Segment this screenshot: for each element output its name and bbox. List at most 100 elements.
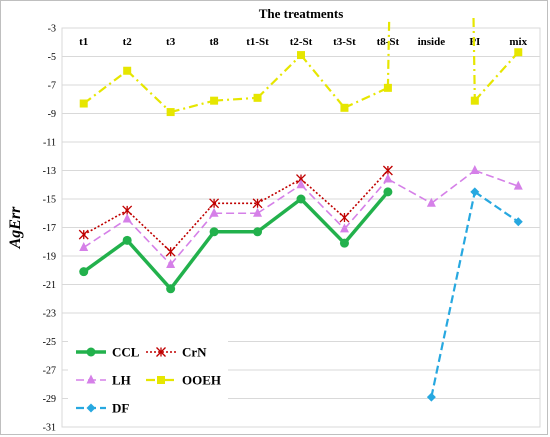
y-tick-label-12: -27 <box>43 366 56 377</box>
series-lh-segment-1 <box>126 218 172 266</box>
y-tick-label-1: -5 <box>48 52 56 63</box>
series-ccl-point-t1-St <box>253 227 263 237</box>
series-ooeh-offchart-segment-1 <box>472 17 476 101</box>
series-ooeh-offchart-segment-0 <box>386 17 391 88</box>
y-axis-label: AgErr <box>7 206 24 250</box>
series-crn-segment-1 <box>126 209 172 253</box>
series-ccl-segment-5 <box>299 197 346 245</box>
legend-marker-df <box>86 403 96 413</box>
series-lh-point-inside <box>426 197 436 207</box>
series-lh-point-t3-St <box>339 223 349 233</box>
legend-label-ccl: CCL <box>112 345 140 360</box>
series-ooeh-point-t1-St <box>253 93 262 102</box>
series-ccl-point-t8 <box>209 227 219 237</box>
legend-marker-ooeh <box>157 376 165 384</box>
series-ccl-point-t3 <box>166 284 176 294</box>
category-label-t2: t2 <box>123 36 133 48</box>
series-ccl-point-t8-St <box>383 187 393 197</box>
series-crn-point-t8 <box>209 198 220 209</box>
series-ooeh-point-t2 <box>123 66 132 75</box>
series-ccl-segment-1 <box>125 239 172 290</box>
series-ooeh-segment-6 <box>343 86 389 109</box>
series-crn-point-t3-St <box>339 212 350 223</box>
category-label-t2-St: t2-St <box>290 36 313 48</box>
series-ooeh-point-t3-St <box>340 103 349 112</box>
series-ooeh-point-t1 <box>79 99 88 108</box>
series-ooeh-point-mix <box>514 48 523 57</box>
series-ooeh-segment-0 <box>83 69 128 105</box>
series-ooeh-point-PI <box>470 96 479 105</box>
y-tick-label-14: -31 <box>43 423 56 434</box>
y-tick-label-11: -25 <box>43 337 56 348</box>
series-lh-point-t3 <box>166 259 176 269</box>
y-tick-label-0: -3 <box>48 24 56 35</box>
series-lh-point-mix <box>513 180 523 190</box>
series-ooeh-segment-9 <box>473 51 520 102</box>
series-crn-point-t3 <box>165 246 176 257</box>
y-tick-label-2: -7 <box>48 81 56 92</box>
series-ccl-segment-6 <box>343 190 390 245</box>
series-lh-point-PI <box>470 165 480 174</box>
series-ooeh-point-t8 <box>210 96 219 105</box>
series-crn-segment-5 <box>300 178 345 219</box>
category-label-inside: inside <box>418 36 446 48</box>
series-crn-segment-6 <box>343 169 389 219</box>
series-lh-point-t1 <box>79 241 89 251</box>
series-crn-point-t8-St <box>382 165 393 176</box>
series-df-point-PI <box>470 187 480 197</box>
y-tick-label-5: -13 <box>43 166 56 177</box>
series-df-point-inside <box>426 392 436 402</box>
legend-marker-ccl <box>86 347 96 357</box>
chart-title: The treatments <box>259 6 344 21</box>
series-crn-segment-4 <box>257 178 302 204</box>
y-tick-label-8: -19 <box>43 252 56 263</box>
series-ccl-segment-2 <box>169 230 216 290</box>
series-ccl-point-t2-St <box>296 194 306 204</box>
series-crn-point-t2 <box>122 205 133 216</box>
series-ooeh-point-t8-St <box>383 83 392 92</box>
series-df-segment-9 <box>474 190 519 223</box>
series-crn-point-t1 <box>78 229 89 240</box>
series-ooeh-segment-2 <box>170 99 215 114</box>
legend-marker-lh <box>86 374 96 384</box>
series-lh-segment-9 <box>474 169 519 187</box>
y-tick-label-10: -23 <box>43 309 56 320</box>
series-ccl-segment-0 <box>82 238 129 274</box>
category-label-t1: t1 <box>79 36 88 48</box>
series-lh-point-t8-St <box>383 173 393 183</box>
series-lh-segment-8 <box>430 169 476 204</box>
series-lh-segment-5 <box>300 184 346 230</box>
series-lh-segment-6 <box>343 178 389 230</box>
series-ooeh-segment-3 <box>214 96 258 102</box>
series-ccl-segment-4 <box>256 197 303 234</box>
category-label-mix: mix <box>509 36 527 48</box>
series-ccl-point-t2 <box>122 235 132 245</box>
series-crn-segment-0 <box>83 209 128 236</box>
y-tick-label-9: -21 <box>43 280 56 291</box>
series-lh-segment-0 <box>83 218 128 249</box>
y-tick-label-13: -29 <box>43 394 56 405</box>
legend-label-lh: LH <box>112 373 131 388</box>
series-lh-segment-4 <box>257 184 302 214</box>
series-ccl-point-t1 <box>79 267 89 277</box>
series-df-point-mix <box>513 217 523 227</box>
legend-label-crn: CrN <box>182 345 207 360</box>
y-tick-label-4: -11 <box>43 138 56 149</box>
legend-label-df: DF <box>112 401 129 416</box>
series-lh-point-t2 <box>122 213 132 223</box>
series-lh-point-t1-St <box>253 207 263 217</box>
series-lh-point-t2-St <box>296 179 306 189</box>
series-df-segment-8 <box>430 191 476 398</box>
y-tick-label-7: -17 <box>43 223 56 234</box>
y-tick-label-3: -9 <box>48 109 56 120</box>
legend-label-ooeh: OOEH <box>182 373 221 388</box>
category-label-t3-St: t3-St <box>333 36 356 48</box>
series-lh-point-t8 <box>209 207 219 217</box>
category-label-t8: t8 <box>210 36 220 48</box>
category-label-t3: t3 <box>166 36 176 48</box>
series-lh-segment-7 <box>387 178 432 204</box>
series-crn-segment-2 <box>170 202 215 253</box>
series-ccl-point-t3-St <box>339 238 349 248</box>
